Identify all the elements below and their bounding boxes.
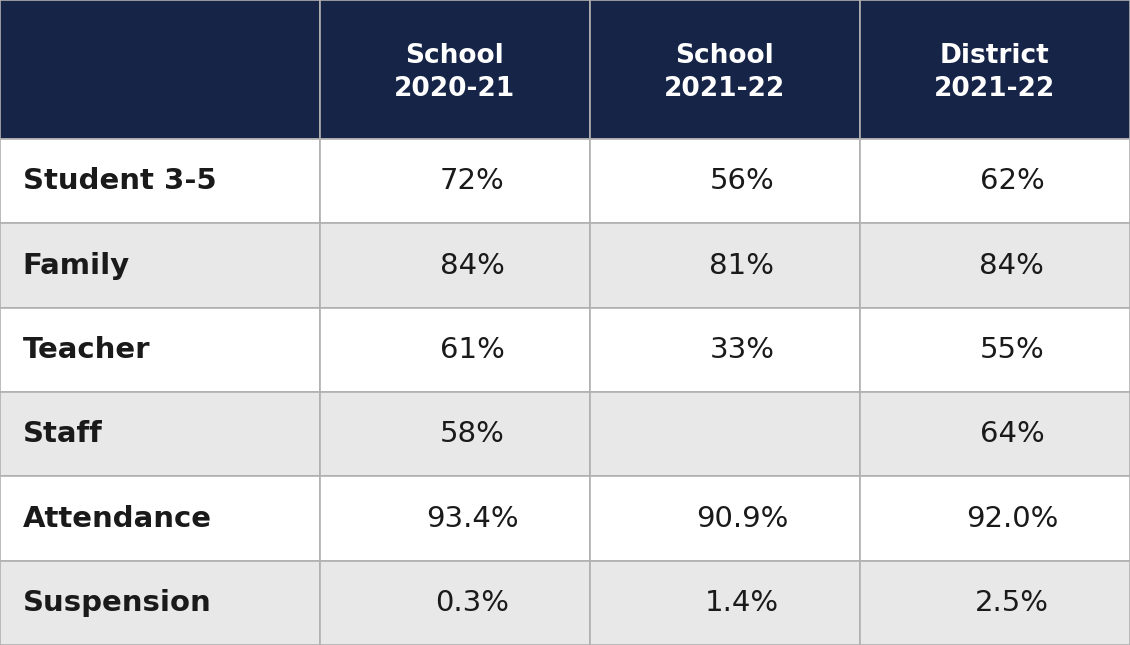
Text: 2.5%: 2.5% — [975, 589, 1049, 617]
Bar — [590, 0, 860, 139]
Bar — [0, 0, 320, 139]
Bar — [320, 308, 590, 392]
Text: 1.4%: 1.4% — [705, 589, 779, 617]
Text: Student 3-5: Student 3-5 — [23, 167, 216, 195]
Bar — [320, 392, 590, 477]
Bar — [590, 308, 860, 392]
Bar — [0, 561, 320, 645]
Text: 64%: 64% — [980, 420, 1044, 448]
Bar — [860, 392, 1130, 477]
Bar — [0, 308, 320, 392]
Text: 58%: 58% — [440, 420, 504, 448]
Text: 90.9%: 90.9% — [696, 504, 788, 533]
Text: 2021-22: 2021-22 — [935, 76, 1055, 102]
Bar — [320, 139, 590, 223]
Bar — [0, 392, 320, 477]
Text: 81%: 81% — [710, 252, 774, 279]
Bar — [860, 223, 1130, 308]
Text: 55%: 55% — [980, 336, 1044, 364]
Bar — [860, 308, 1130, 392]
Bar — [860, 139, 1130, 223]
Bar — [860, 477, 1130, 561]
Bar — [590, 392, 860, 477]
Bar — [320, 561, 590, 645]
Text: 93.4%: 93.4% — [426, 504, 519, 533]
Bar — [320, 223, 590, 308]
Bar — [320, 477, 590, 561]
Text: 72%: 72% — [440, 167, 504, 195]
Text: District: District — [940, 43, 1050, 68]
Text: Suspension: Suspension — [23, 589, 211, 617]
Text: 2020-21: 2020-21 — [394, 76, 515, 102]
Text: 56%: 56% — [710, 167, 774, 195]
Text: 61%: 61% — [440, 336, 504, 364]
Bar — [590, 477, 860, 561]
Bar — [0, 139, 320, 223]
Text: School: School — [676, 43, 774, 68]
Text: 62%: 62% — [980, 167, 1044, 195]
Text: School: School — [406, 43, 504, 68]
Bar — [590, 223, 860, 308]
Text: Attendance: Attendance — [23, 504, 211, 533]
Text: 0.3%: 0.3% — [435, 589, 508, 617]
Bar — [0, 477, 320, 561]
Text: 84%: 84% — [980, 252, 1044, 279]
Text: Family: Family — [23, 252, 130, 279]
Text: Teacher: Teacher — [23, 336, 150, 364]
Text: 84%: 84% — [440, 252, 504, 279]
Bar — [860, 0, 1130, 139]
Bar — [590, 561, 860, 645]
Text: 92.0%: 92.0% — [966, 504, 1058, 533]
Bar — [0, 223, 320, 308]
Bar — [860, 561, 1130, 645]
Bar — [320, 0, 590, 139]
Bar — [590, 139, 860, 223]
Text: Staff: Staff — [23, 420, 103, 448]
Text: 2021-22: 2021-22 — [664, 76, 785, 102]
Text: 33%: 33% — [710, 336, 774, 364]
